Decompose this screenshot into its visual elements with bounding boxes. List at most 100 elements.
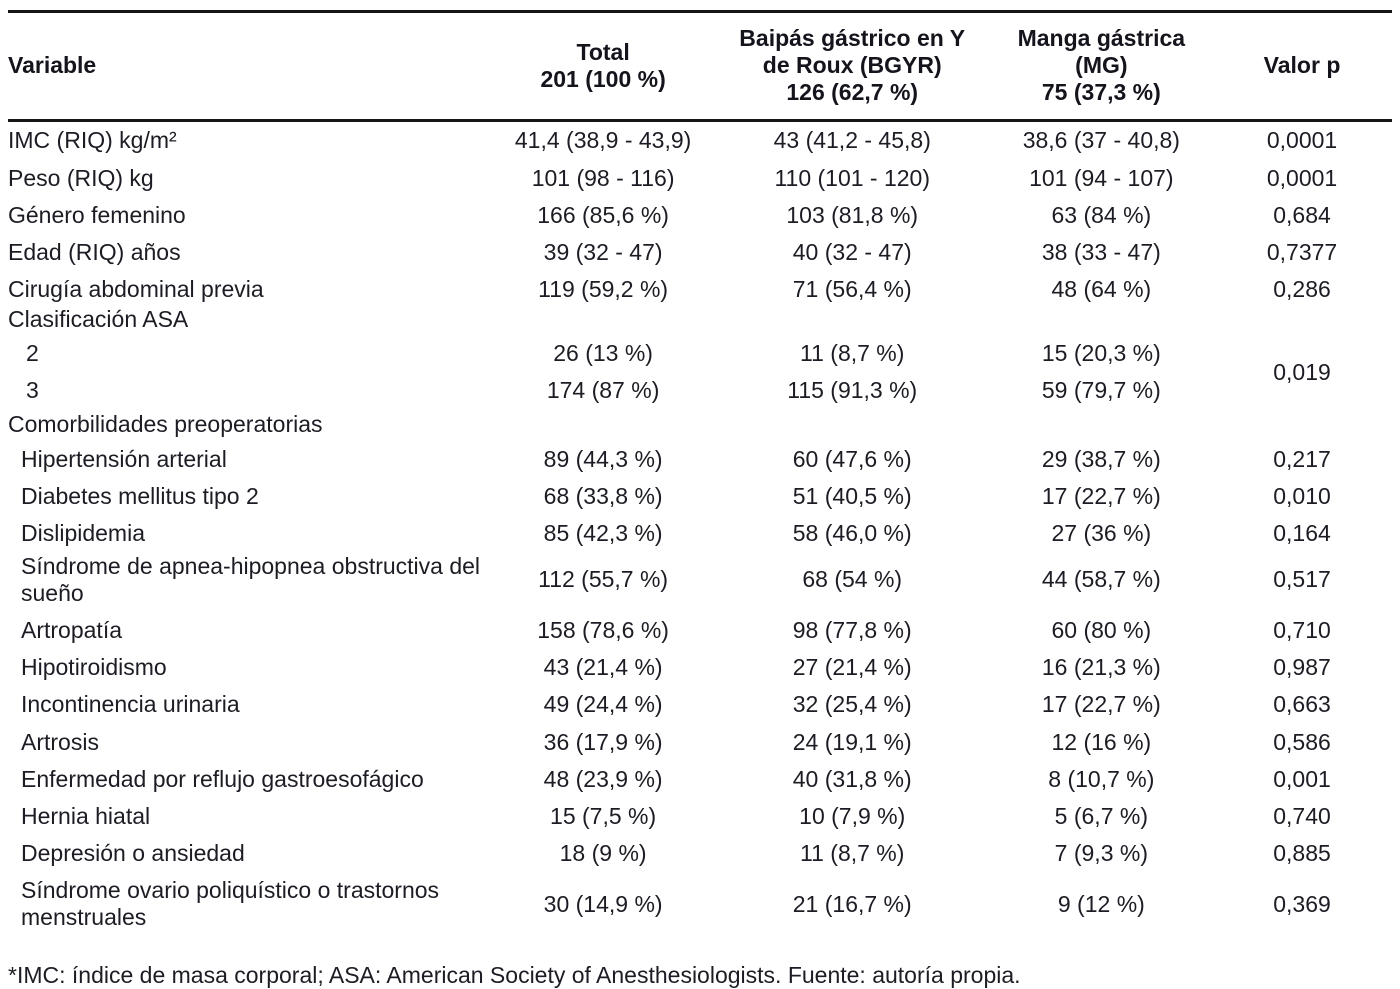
- cell-bgyr: 21 (16,7 %): [792, 890, 912, 917]
- cell-p-asa-combined: 0,019: [1273, 358, 1331, 385]
- col-header-bgyr-line2: de Roux (BGYR): [762, 52, 942, 79]
- cell-mg: 17 (22,7 %): [1041, 482, 1161, 509]
- cell-mg: 15 (20,3 %): [1041, 340, 1161, 367]
- row-label: Cirugía abdominal previa: [8, 275, 264, 302]
- section-row-clasificacion-asa: Clasificación ASA: [8, 304, 1392, 335]
- header-row: Variable Total 201 (100 %) Baipás gástri…: [8, 11, 1392, 123]
- table-row-asa-3: 3 174 (87 %) 115 (91,3 %) 59 (79,7 %): [8, 372, 1392, 409]
- cell-p: 0,286: [1273, 275, 1331, 302]
- cell-p: 0,369: [1273, 890, 1331, 917]
- cell-mg: 48 (64 %): [1051, 275, 1152, 302]
- cell-p: 0,7377: [1266, 238, 1338, 265]
- table-body: IMC (RIQ) kg/m² 41,4 (38,9 - 43,9) 43 (4…: [8, 121, 1392, 936]
- cell-p: 0,663: [1273, 691, 1331, 718]
- cell-p: 0,217: [1273, 445, 1331, 472]
- section-label: Clasificación ASA: [8, 306, 189, 332]
- table-row-cirugia-previa: Cirugía abdominal previa 119 (59,2 %) 71…: [8, 271, 1392, 304]
- cell-mg: 38,6 (37 - 40,8): [1022, 127, 1180, 154]
- table-row-peso: Peso (RIQ) kg 101 (98 - 116) 110 (101 - …: [8, 160, 1392, 197]
- table-row-dislipidemia: Dislipidemia 85 (42,3 %) 58 (46,0 %) 27 …: [8, 515, 1392, 548]
- cell-bgyr: 32 (25,4 %): [792, 691, 912, 718]
- section-row-comorbilidades: Comorbilidades preoperatorias: [8, 409, 1392, 440]
- col-header-variable: Variable: [8, 11, 493, 123]
- cell-total: 174 (87 %): [546, 377, 660, 404]
- col-header-mg-line1: Manga gástrica: [1017, 25, 1186, 51]
- cell-mg: 60 (80 %): [1051, 617, 1152, 644]
- row-label: Artrosis: [21, 728, 99, 755]
- cell-bgyr: 115 (91,3 %): [787, 377, 918, 404]
- cell-p: 0,885: [1273, 839, 1331, 866]
- cell-mg: 12 (16 %): [1051, 728, 1152, 755]
- cell-total: 26 (13 %): [553, 340, 653, 367]
- col-header-valor-p: Valor p: [1212, 11, 1392, 123]
- cell-bgyr: 98 (77,8 %): [792, 617, 912, 644]
- cell-bgyr: 40 (32 - 47): [792, 238, 912, 265]
- cell-total: 101 (98 - 116): [531, 164, 675, 191]
- cell-total: 119 (59,2 %): [538, 275, 669, 302]
- cell-bgyr: 11 (8,7 %): [800, 340, 905, 367]
- cell-p: 0,010: [1273, 482, 1331, 509]
- cell-bgyr: 11 (8,7 %): [800, 839, 905, 866]
- cell-mg: 101 (94 - 107): [1029, 164, 1174, 191]
- baseline-characteristics-table: Variable Total 201 (100 %) Baipás gástri…: [8, 10, 1392, 936]
- cell-p: 0,0001: [1266, 164, 1338, 191]
- table-row-hipotiroidismo: Hipotiroidismo 43 (21,4 %) 27 (21,4 %) 1…: [8, 649, 1392, 686]
- cell-total: 39 (32 - 47): [543, 238, 663, 265]
- cell-bgyr: 68 (54 %): [802, 566, 903, 593]
- cell-mg: 29 (38,7 %): [1041, 445, 1161, 472]
- table-row-edad: Edad (RIQ) años 39 (32 - 47) 40 (32 - 47…: [8, 234, 1392, 271]
- cell-total: 49 (24,4 %): [543, 691, 663, 718]
- col-header-bgyr: Baipás gástrico en Y de Roux (BGYR) 126 …: [713, 11, 991, 123]
- table-row-sahos: Síndrome de apnea-hipopnea obstructiva d…: [8, 548, 1392, 612]
- cell-bgyr: 40 (31,8 %): [792, 765, 912, 792]
- cell-total: 166 (85,6 %): [537, 201, 669, 228]
- table-row-asa-2: 2 26 (13 %) 11 (8,7 %) 15 (20,3 %) 0,019: [8, 335, 1392, 385]
- table-row-incontinencia: Incontinencia urinaria 49 (24,4 %) 32 (2…: [8, 686, 1392, 723]
- cell-bgyr: 24 (19,1 %): [792, 728, 912, 755]
- cell-total: 30 (14,9 %): [543, 890, 663, 917]
- row-label: 2: [26, 340, 39, 367]
- row-label: Incontinencia urinaria: [21, 691, 240, 718]
- col-header-valor-p-label: Valor p: [1263, 52, 1341, 79]
- cell-bgyr: 71 (56,4 %): [792, 275, 912, 302]
- cell-p: 0,740: [1273, 802, 1331, 829]
- cell-p: 0,684: [1273, 201, 1331, 228]
- row-label: IMC (RIQ) kg/m²: [8, 127, 177, 154]
- col-header-total-line2: 201 (100 %): [540, 65, 666, 92]
- cell-mg: 9 (12 %): [1057, 890, 1145, 917]
- col-header-total-line1: Total: [576, 38, 630, 65]
- cell-p: 0,517: [1273, 566, 1331, 593]
- cell-p: 0,001: [1273, 765, 1331, 792]
- cell-mg: 44 (58,7 %): [1041, 566, 1161, 593]
- cell-p: 0,710: [1273, 617, 1331, 644]
- cell-p: 0,987: [1273, 654, 1331, 681]
- table-row-hipertension: Hipertensión arterial 89 (44,3 %) 60 (47…: [8, 441, 1392, 478]
- cell-mg: 27 (36 %): [1051, 519, 1152, 546]
- col-header-bgyr-line3: 126 (62,7 %): [786, 79, 919, 106]
- cell-bgyr: 27 (21,4 %): [792, 654, 912, 681]
- table-row-sop: Síndrome ovario poliquístico o trastorno…: [8, 872, 1392, 936]
- cell-mg: 16 (21,3 %): [1041, 654, 1161, 681]
- table-row-hernia-hiatal: Hernia hiatal 15 (7,5 %) 10 (7,9 %) 5 (6…: [8, 798, 1392, 835]
- row-label: Hernia hiatal: [21, 802, 151, 829]
- cell-mg: 8 (10,7 %): [1048, 765, 1155, 792]
- table-row-genero: Género femenino 166 (85,6 %) 103 (81,8 %…: [8, 197, 1392, 234]
- col-header-bgyr-line1: Baipás gástrico en Y: [739, 25, 966, 51]
- cell-total: 15 (7,5 %): [550, 802, 657, 829]
- cell-bgyr: 43 (41,2 - 45,8): [773, 127, 931, 154]
- cell-total: 18 (9 %): [559, 839, 647, 866]
- cell-mg: 38 (33 - 47): [1041, 238, 1161, 265]
- table-footnote: *IMC: índice de masa corporal; ASA: Amer…: [8, 962, 1021, 989]
- row-label: Dislipidemia: [21, 519, 145, 546]
- row-label: Artropatía: [21, 617, 122, 644]
- cell-total: 41,4 (38,9 - 43,9): [514, 127, 692, 154]
- table-header: Variable Total 201 (100 %) Baipás gástri…: [8, 11, 1392, 123]
- section-label: Comorbilidades preoperatorias: [8, 411, 323, 438]
- cell-bgyr: 51 (40,5 %): [792, 482, 912, 509]
- row-label: Diabetes mellitus tipo 2: [21, 482, 259, 509]
- cell-p: 0,0001: [1266, 127, 1338, 154]
- cell-total: 68 (33,8 %): [543, 482, 663, 509]
- cell-mg: 7 (9,3 %): [1054, 839, 1148, 866]
- col-header-variable-label: Variable: [8, 52, 97, 79]
